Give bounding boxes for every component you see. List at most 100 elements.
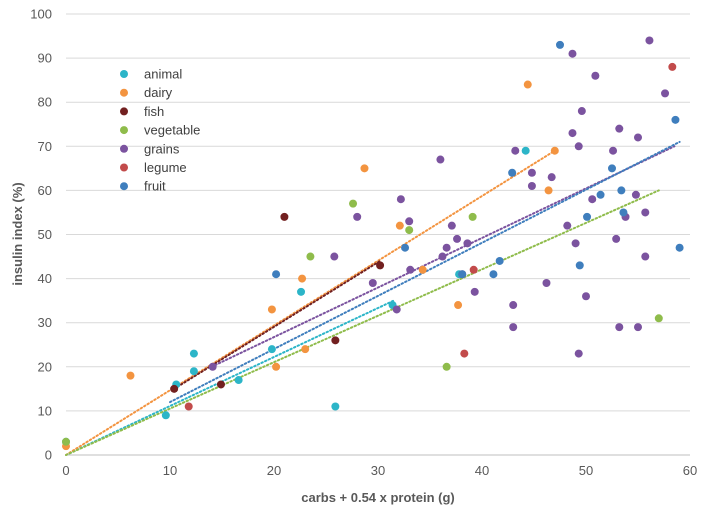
x-tick-label: 20	[267, 463, 281, 478]
point-fruit	[556, 40, 564, 49]
point-animal	[189, 349, 198, 358]
point-animal	[521, 146, 530, 155]
point-grains	[645, 36, 654, 45]
point-vegetable	[654, 314, 663, 323]
legend-marker	[120, 88, 128, 97]
point-grains	[563, 221, 572, 230]
point-grains	[571, 239, 580, 248]
point-fruit	[596, 190, 605, 199]
y-tick-label: 10	[38, 403, 52, 418]
point-grains	[208, 362, 217, 371]
point-fruit	[272, 270, 281, 279]
legend-marker	[120, 144, 128, 153]
point-fish	[280, 212, 289, 221]
point-grains	[661, 89, 670, 98]
point-legume	[460, 349, 469, 358]
point-dairy	[544, 186, 553, 195]
legend-item-legume: legume	[120, 160, 187, 175]
point-vegetable	[62, 437, 70, 446]
legend-marker	[120, 163, 128, 172]
point-grains	[609, 146, 618, 155]
point-fruit	[675, 243, 684, 252]
point-vegetable	[306, 252, 315, 261]
point-animal	[161, 411, 170, 420]
legend-label: vegetable	[144, 123, 200, 138]
point-grains	[436, 155, 445, 164]
point-grains	[641, 208, 650, 217]
point-animal	[189, 367, 198, 376]
trendline-fish	[173, 259, 382, 390]
point-dairy	[272, 362, 281, 371]
y-tick-label: 50	[38, 227, 52, 242]
trendline-animal	[65, 299, 395, 456]
point-fruit	[489, 270, 498, 279]
point-grains	[406, 265, 415, 274]
y-tick-label: 40	[38, 271, 52, 286]
point-dairy	[550, 146, 559, 155]
point-dairy	[126, 371, 135, 380]
point-grains	[631, 190, 640, 199]
point-grains	[511, 146, 520, 155]
point-grains	[574, 142, 583, 151]
point-grains	[542, 279, 551, 288]
point-grains	[634, 133, 642, 142]
point-vegetable	[349, 199, 358, 208]
point-grains	[615, 323, 624, 332]
y-tick-label: 0	[45, 448, 52, 463]
point-fruit	[401, 243, 410, 252]
y-tick-label: 20	[38, 359, 52, 374]
y-tick-label: 70	[38, 139, 52, 154]
legend: animal dairy fish vegetable grains legume frui…	[120, 67, 200, 194]
x-axis-title: carbs + 0.54 x protein (g)	[301, 490, 455, 505]
point-grains	[582, 292, 590, 301]
legend-label: dairy	[144, 85, 173, 100]
point-grains	[368, 279, 377, 288]
point-animal	[234, 376, 243, 385]
legend-item-dairy: dairy	[120, 85, 173, 100]
legend-marker	[120, 107, 128, 116]
legend-item-fish: fish	[120, 104, 164, 119]
point-dairy	[267, 305, 276, 314]
point-grains	[353, 212, 362, 221]
y-tick-label: 100	[30, 7, 52, 22]
x-tick-label: 40	[475, 463, 489, 478]
legend-item-animal: animal	[120, 67, 182, 82]
legend-label: fruit	[144, 179, 166, 194]
point-dairy	[395, 221, 404, 230]
point-fish	[331, 336, 340, 345]
point-grains	[577, 107, 586, 116]
point-grains	[438, 252, 447, 261]
point-grains	[612, 234, 621, 243]
point-fruit	[575, 261, 584, 270]
point-fish	[170, 384, 179, 393]
trendline-dairy	[65, 149, 556, 456]
legend-item-vegetable: vegetable	[120, 123, 200, 138]
point-grains	[392, 305, 401, 314]
point-grains	[527, 181, 536, 190]
point-grains	[615, 124, 624, 133]
point-grains	[568, 49, 577, 58]
legend-label: grains	[144, 141, 180, 156]
x-tick-label: 30	[371, 463, 385, 478]
point-grains	[509, 323, 518, 332]
point-vegetable	[442, 362, 451, 371]
y-tick-label: 30	[38, 315, 52, 330]
point-grains	[547, 173, 556, 182]
point-fish	[216, 380, 225, 389]
point-fruit	[608, 164, 616, 173]
y-axis-title: insulin index (%)	[10, 182, 25, 285]
legend-marker	[120, 182, 128, 191]
y-axis-ticks: 0 10 20 30 40 50 60 70 80 90 100	[30, 7, 52, 463]
point-grains	[442, 243, 451, 252]
point-grains	[453, 234, 462, 243]
point-dairy	[298, 274, 307, 283]
point-grains	[527, 168, 536, 177]
point-fish	[376, 261, 385, 270]
gridlines	[66, 13, 690, 456]
point-grains	[634, 323, 642, 332]
point-dairy	[301, 345, 310, 354]
point-grains	[568, 129, 577, 138]
point-fruit	[508, 168, 517, 177]
point-fruit	[583, 212, 592, 221]
